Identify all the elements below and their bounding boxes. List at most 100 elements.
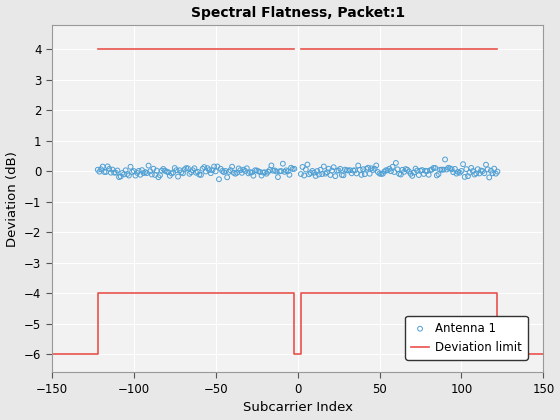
X-axis label: Subcarrier Index: Subcarrier Index [242,402,353,415]
Antenna 1 [283,168,292,175]
Antenna 1 [334,167,343,174]
Antenna 1 [111,169,120,176]
Antenna 1 [94,166,102,173]
Antenna 1 [441,156,450,163]
Antenna 1 [264,168,273,175]
Antenna 1 [118,170,127,176]
Antenna 1 [333,167,342,174]
Antenna 1 [421,168,430,174]
Antenna 1 [396,171,405,178]
Antenna 1 [151,172,160,178]
Antenna 1 [200,164,209,171]
Antenna 1 [214,176,223,183]
Antenna 1 [454,168,463,175]
Antenna 1 [162,168,171,175]
Antenna 1 [110,169,119,176]
Antenna 1 [449,169,458,176]
Antenna 1 [452,170,461,177]
Antenna 1 [391,160,400,166]
Antenna 1 [183,165,192,172]
Deviation limit [291,291,298,296]
Antenna 1 [400,168,409,175]
Antenna 1 [164,169,172,176]
Antenna 1 [450,165,459,172]
Antenna 1 [455,169,464,176]
Antenna 1 [157,167,166,174]
Antenna 1 [209,163,218,170]
Antenna 1 [298,164,307,171]
Antenna 1 [198,165,207,172]
Antenna 1 [133,170,142,176]
Antenna 1 [342,167,351,174]
Antenna 1 [358,166,367,173]
Antenna 1 [344,167,353,174]
Antenna 1 [165,172,174,179]
Antenna 1 [313,168,322,174]
Antenna 1 [195,171,204,178]
Antenna 1 [352,170,361,177]
Antenna 1 [259,169,268,176]
Antenna 1 [418,167,427,173]
Antenna 1 [487,167,496,174]
Antenna 1 [269,167,278,174]
Antenna 1 [225,168,234,175]
Antenna 1 [142,170,151,176]
Antenna 1 [316,166,325,173]
Antenna 1 [305,171,314,178]
Antenna 1 [465,169,474,176]
Antenna 1 [242,165,251,172]
Antenna 1 [488,170,497,177]
Antenna 1 [408,173,417,179]
Antenna 1 [124,172,133,179]
Antenna 1 [351,167,360,174]
Antenna 1 [121,167,130,173]
Antenna 1 [273,174,282,181]
Antenna 1 [188,167,197,173]
Antenna 1 [323,169,332,176]
Antenna 1 [129,168,138,174]
Antenna 1 [462,166,471,173]
Antenna 1 [248,169,256,176]
Antenna 1 [377,171,386,177]
Antenna 1 [491,170,500,177]
Antenna 1 [108,166,117,173]
Antenna 1 [96,166,105,173]
Antenna 1 [172,167,181,173]
Antenna 1 [314,171,323,178]
Antenna 1 [278,160,287,167]
Antenna 1 [318,171,326,177]
Antenna 1 [356,166,365,173]
Antenna 1 [468,168,477,174]
Antenna 1 [472,170,480,177]
Antenna 1 [170,165,179,171]
Antenna 1 [424,171,433,178]
Antenna 1 [216,165,225,172]
Antenna 1 [439,166,448,173]
Antenna 1 [149,165,158,172]
Antenna 1 [208,167,217,173]
Antenna 1 [374,168,382,175]
Antenna 1 [390,169,399,176]
Antenna 1 [179,170,188,177]
Antenna 1 [370,165,379,172]
Antenna 1 [139,170,148,176]
Antenna 1 [115,174,124,181]
Antenna 1 [386,168,395,175]
Antenna 1 [204,167,213,173]
Antenna 1 [255,168,264,175]
Antenna 1 [470,171,479,178]
Antenna 1 [311,173,320,179]
Antenna 1 [398,166,407,173]
Antenna 1 [395,171,404,177]
Antenna 1 [262,171,271,177]
Antenna 1 [340,166,349,173]
Antenna 1 [368,167,377,173]
Antenna 1 [154,174,163,181]
Antenna 1 [252,167,261,174]
Antenna 1 [402,166,410,173]
Antenna 1 [388,163,397,170]
Antenna 1 [475,170,484,177]
Antenna 1 [131,172,140,179]
Antenna 1 [447,166,456,173]
Antenna 1 [329,164,338,171]
